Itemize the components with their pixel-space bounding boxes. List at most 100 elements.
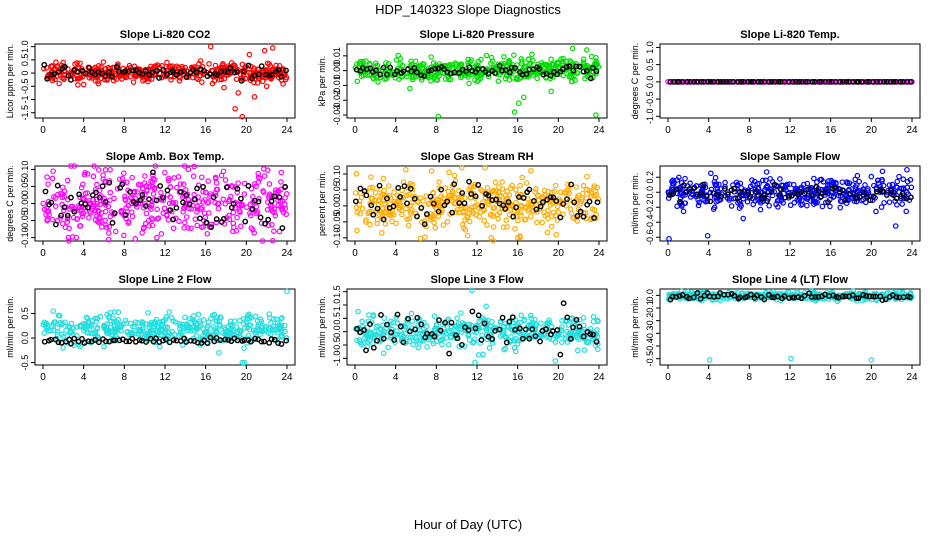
data-point (880, 182, 887, 189)
data-point (366, 337, 373, 344)
outlier-point (263, 83, 270, 90)
data-point (761, 194, 768, 201)
reference-point (586, 198, 593, 205)
reference-point (421, 221, 428, 228)
data-point (128, 209, 135, 215)
reference-point (181, 68, 187, 75)
reference-point (271, 336, 278, 343)
outlier-point (235, 90, 242, 96)
data-point (215, 205, 222, 212)
data-point (252, 313, 259, 320)
reference-point (809, 78, 816, 85)
data-points (665, 78, 915, 85)
reference-point (156, 75, 162, 81)
reference-point (373, 67, 379, 74)
reference-point (472, 325, 479, 332)
data-point (482, 66, 489, 73)
reference-point (157, 183, 164, 189)
reference-point (459, 190, 466, 196)
reference-point (554, 71, 561, 78)
reference-point (449, 209, 456, 216)
reference-point (458, 341, 465, 348)
data-point (150, 327, 157, 334)
reference-point (384, 71, 390, 78)
outlier-point (458, 164, 465, 171)
reference-point (200, 183, 206, 190)
data-point (262, 323, 269, 330)
data-point (229, 228, 236, 235)
data-point (281, 322, 288, 329)
reference-point (731, 292, 738, 299)
data-point (145, 310, 151, 316)
data-point (278, 333, 285, 339)
reference-point (52, 336, 59, 343)
data-point (105, 203, 112, 210)
reference-point (102, 73, 109, 79)
data-point (433, 71, 440, 78)
data-point (215, 200, 221, 207)
reference-point (730, 78, 736, 85)
y-tick-label: -0.03 (332, 105, 342, 126)
data-point (190, 74, 196, 81)
data-point (896, 173, 902, 180)
data-point (436, 72, 443, 79)
y-tick-label: -0.05 (20, 210, 30, 231)
data-point (192, 216, 199, 222)
x-tick-label: 20 (553, 372, 565, 383)
reference-point (127, 188, 133, 195)
y-tick-label: 1.0 (332, 299, 342, 312)
data-point (766, 202, 772, 209)
data-point (589, 206, 596, 212)
reference-point (183, 74, 190, 81)
reference-point (801, 190, 808, 197)
reference-point (537, 338, 543, 345)
data-point (266, 181, 273, 187)
data-point (458, 310, 464, 316)
reference-point (397, 323, 404, 330)
reference-point (370, 211, 377, 218)
data-point (751, 178, 758, 185)
data-point (88, 323, 95, 329)
data-point (149, 222, 156, 229)
reference-point (485, 192, 492, 199)
reference-point (832, 184, 838, 191)
outlier-point (528, 167, 534, 174)
data-point (209, 80, 216, 87)
y-tick-label: 0.00 (332, 62, 342, 80)
data-point (356, 201, 363, 208)
reference-point (502, 206, 509, 212)
data-point (152, 63, 158, 69)
data-point (784, 181, 790, 188)
data-point (544, 229, 551, 236)
reference-point (472, 193, 479, 200)
reference-point (882, 296, 889, 303)
data-point (201, 329, 208, 336)
reference-point (446, 350, 453, 357)
reference-point (550, 194, 557, 201)
data-point (238, 202, 245, 209)
reference-point (771, 78, 778, 85)
data-point (593, 191, 600, 198)
data-point (466, 218, 473, 225)
data-point (528, 202, 534, 208)
chart-panel-5: Slope Gas Stream RH 0 4 8 12 16 20 24 -0.10-0.05… (317, 151, 608, 259)
chart-title: Slope Line 4 (LT) Flow (732, 274, 848, 286)
data-point (588, 215, 595, 221)
reference-point (462, 324, 468, 331)
data-point (377, 186, 384, 192)
outlier-point (514, 235, 521, 241)
reference-point (587, 75, 594, 82)
y-tick-label: 0.10 (20, 161, 30, 179)
data-point (251, 65, 257, 71)
reference-point (517, 325, 523, 332)
reference-point (745, 78, 752, 85)
data-point (749, 177, 755, 183)
data-point (117, 176, 123, 183)
data-point (686, 188, 693, 195)
data-point (458, 195, 464, 201)
data-point (493, 188, 499, 195)
data-point (103, 324, 110, 330)
reference-point (408, 68, 415, 75)
x-tick-label: 12 (784, 125, 796, 136)
data-point (278, 204, 284, 210)
